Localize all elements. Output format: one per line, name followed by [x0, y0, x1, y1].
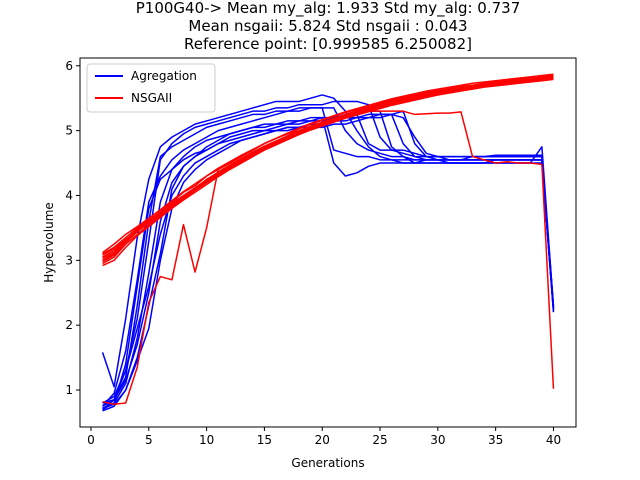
y-axis-label: Hypervolume	[42, 202, 56, 283]
plot-frame	[79, 57, 577, 428]
y-tick-label: 4	[65, 188, 73, 202]
series-line-nsgaii-run-6	[102, 78, 554, 267]
x-tick-label: 10	[199, 433, 214, 447]
x-tick-label: 0	[87, 433, 95, 447]
series-lines	[101, 73, 555, 412]
legend: Agregation NSGAII	[86, 63, 216, 113]
x-tick-label: 35	[488, 433, 503, 447]
series-line-agregation-run-3	[101, 107, 555, 407]
series-line-agregation-run-10	[102, 113, 555, 409]
x-tick-label: 5	[145, 433, 153, 447]
legend-label-agregation: Agregation	[131, 69, 197, 83]
series-line-nsgaii-run-5	[102, 73, 554, 254]
y-tick-label: 3	[65, 253, 73, 267]
title-line-3: Reference point: [0.999585 6.250082]	[184, 35, 472, 53]
series-line-nsgaii-run-10	[102, 110, 555, 406]
x-tick-label: 30	[430, 433, 445, 447]
x-tick-label: 20	[315, 433, 330, 447]
x-tick-label: 40	[546, 433, 561, 447]
y-tick-label: 5	[65, 124, 73, 138]
y-tick-label: 1	[65, 383, 73, 397]
y-tick-label: 6	[65, 59, 73, 73]
series-line-agregation-run-5	[102, 107, 555, 404]
x-tick-label: 25	[372, 433, 387, 447]
x-axis-ticks: 0 5 10 15 20 25 30 35 40	[87, 427, 561, 447]
y-tick-label: 2	[65, 318, 73, 332]
y-axis-ticks: 1 2 3 4 5 6	[65, 59, 80, 397]
x-axis-label: Generations	[291, 456, 364, 470]
legend-label-nsgaii: NSGAII	[131, 91, 172, 105]
x-tick-label: 15	[257, 433, 272, 447]
title-line-2: Mean nsgaii: 5.824 Std nsgaii : 0.043	[188, 17, 467, 35]
series-line-agregation-run-8	[102, 110, 555, 404]
title-line-1: P100G40-> Mean my_alg: 1.933 Std my_alg:…	[136, 0, 521, 18]
series-line-agregation-run-7	[102, 113, 555, 411]
series-line-agregation-run-9	[102, 113, 555, 407]
chart-title: P100G40-> Mean my_alg: 1.933 Std my_alg:…	[136, 0, 521, 53]
